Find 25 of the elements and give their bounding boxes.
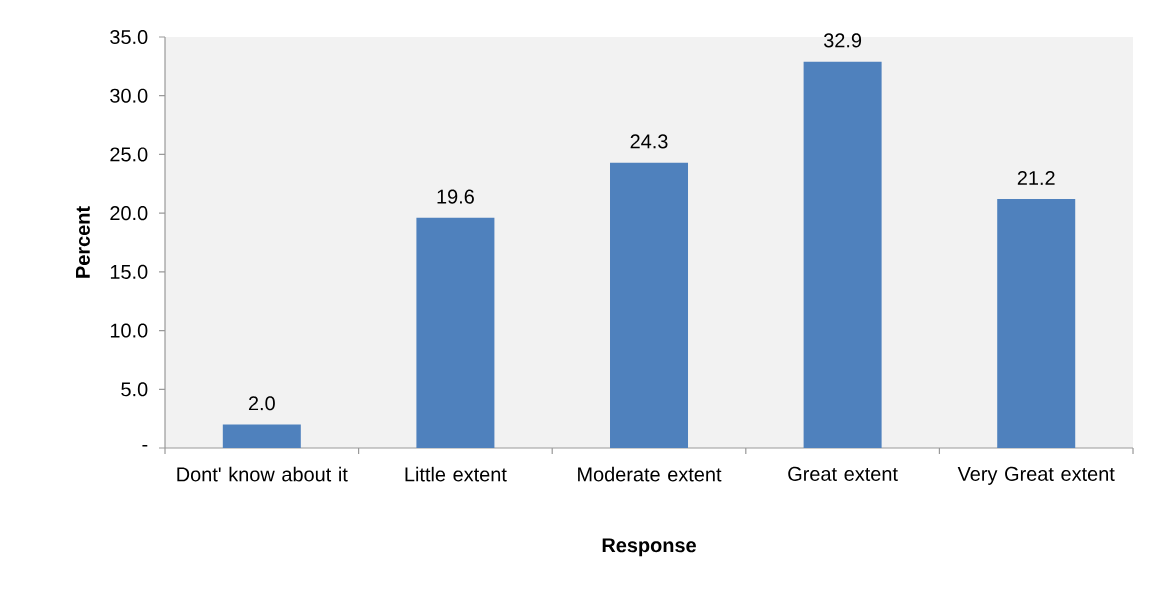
- y-axis-title: Percent: [76, 206, 90, 278]
- data-label: 24.3: [630, 134, 668, 149]
- y-tick-label: 10.0: [110, 323, 148, 338]
- bar: [997, 199, 1076, 448]
- x-tick-label: Very Great extent: [957, 466, 1115, 485]
- data-label: 2.0: [248, 396, 275, 411]
- x-axis-title: Response: [602, 538, 696, 557]
- y-tick-label: 15.0: [110, 264, 148, 279]
- x-tick-label: Moderate extent: [578, 466, 722, 482]
- x-tick-label: Dont' know about it: [177, 466, 348, 482]
- y-tick-label: -: [142, 444, 148, 447]
- x-tick-label: Little extent: [405, 466, 507, 482]
- bar: [416, 217, 495, 448]
- data-label: 21.2: [1017, 170, 1055, 185]
- y-tick-label: 20.0: [110, 206, 148, 221]
- x-tick-label: Great extent: [788, 466, 898, 481]
- y-tick-label: 25.0: [110, 147, 148, 162]
- bar: [610, 162, 689, 448]
- data-label: 32.9: [823, 33, 862, 48]
- y-tick-label: 5.0: [121, 382, 148, 397]
- data-label: 19.6: [437, 189, 474, 204]
- y-tick-label: 35.0: [110, 29, 148, 45]
- bar: [222, 424, 301, 448]
- bar: [803, 61, 882, 448]
- y-tick-label: 30.0: [110, 88, 148, 103]
